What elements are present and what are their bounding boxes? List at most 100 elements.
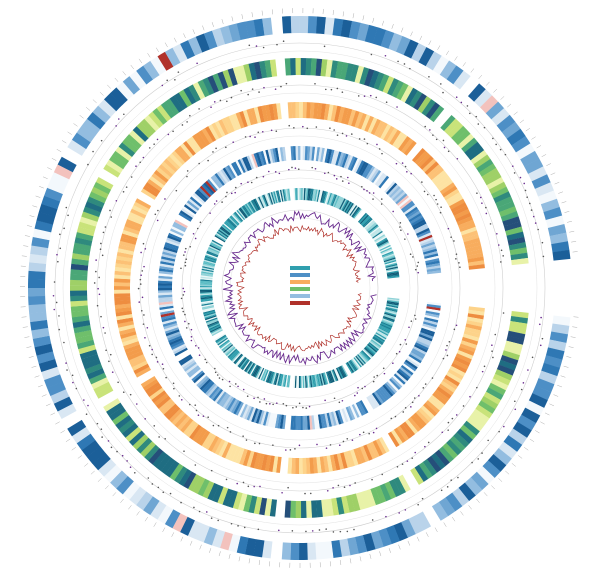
scatter-dot: [143, 323, 145, 325]
scatter-dot: [198, 108, 200, 110]
scatter-dot: [243, 482, 245, 484]
scatter-dot: [214, 203, 216, 205]
scatter-dot: [184, 314, 186, 316]
scatter-dot: [242, 435, 244, 437]
scatter-dot: [471, 462, 473, 464]
rim-tick: [408, 541, 410, 546]
scatter-dot: [138, 288, 140, 290]
scatter-dot: [110, 216, 112, 218]
scatter-dot: [143, 314, 145, 316]
scatter-dot: [157, 220, 159, 222]
scatter-dot: [514, 172, 516, 174]
scatter-dot: [402, 162, 404, 164]
scatter-dot: [231, 97, 233, 99]
rim-tick: [23, 327, 28, 328]
scatter-dot: [200, 222, 202, 224]
scatter-dot: [412, 256, 414, 258]
scatter-dot: [491, 344, 493, 346]
rim-tick: [520, 120, 524, 123]
scatter-dot: [183, 254, 185, 256]
scatter-dot: [490, 223, 492, 225]
rim-tick: [399, 545, 401, 550]
scatter-dot: [295, 406, 297, 408]
scatter-dot: [134, 472, 136, 474]
outer-blue-ring-cell: [28, 271, 45, 280]
scatter-dot: [162, 85, 164, 87]
orange-ring-cell: [114, 282, 130, 286]
scatter-dot: [189, 404, 191, 406]
rim-tick: [382, 21, 383, 26]
scatter-dot: [410, 406, 412, 408]
scatter-dot: [531, 209, 533, 211]
rim-tick: [174, 38, 176, 42]
scatter-dot: [291, 167, 293, 169]
inner-blue-ring-cell: [300, 416, 303, 430]
rim-tick: [545, 413, 549, 415]
scatter-dot: [249, 136, 251, 138]
scatter-dot: [455, 258, 457, 260]
rim-tick: [444, 522, 447, 526]
rim-tick: [551, 173, 556, 175]
scatter-dot: [469, 113, 471, 115]
scatter-dot: [525, 190, 527, 192]
scatter-dot: [140, 279, 142, 281]
scatter-dot: [65, 362, 67, 364]
rim-tick: [401, 28, 403, 33]
scatter-dot: [163, 368, 165, 370]
scatter-dot: [144, 418, 146, 420]
scatter-dot: [257, 397, 259, 399]
scatter-dot: [256, 45, 258, 47]
scatter-dot: [136, 403, 138, 405]
scatter-dot: [131, 176, 133, 178]
scatter-dot: [143, 243, 145, 245]
scatter-dot: [240, 90, 242, 92]
rim-tick: [181, 537, 183, 542]
rim-tick: [27, 225, 32, 226]
scatter-dot: [361, 388, 363, 390]
scatter-dot: [411, 320, 413, 322]
scatter-dot: [162, 363, 164, 365]
rim-tick: [561, 376, 566, 378]
scatter-dot: [408, 326, 410, 328]
scatter-dot: [404, 238, 406, 240]
scatter-dot: [276, 402, 278, 404]
scatter-dot: [115, 125, 117, 127]
scatter-dot: [459, 266, 461, 268]
scatter-dot: [324, 173, 326, 175]
scatter-dot: [218, 425, 220, 427]
rim-tick: [38, 385, 43, 387]
outer-blue-ring-cell: [282, 542, 291, 559]
scatter-dot: [319, 529, 321, 531]
scatter-dot: [122, 455, 124, 457]
rim-tick: [542, 154, 546, 156]
scatter-dot: [364, 95, 366, 97]
scatter-dot: [381, 474, 383, 476]
rim-tick: [212, 22, 214, 27]
scatter-dot: [532, 357, 534, 359]
scatter-dot: [358, 95, 360, 97]
rim-tick: [333, 10, 334, 15]
scatter-dot: [417, 504, 419, 506]
scatter-dot: [543, 256, 545, 258]
scatter-dot: [417, 262, 419, 264]
scatter-dot: [204, 359, 206, 361]
scatter-dot: [372, 519, 374, 521]
rim-tick: [93, 100, 97, 103]
scatter-dot: [415, 318, 417, 320]
scatter-dot: [251, 182, 253, 184]
scatter-dot: [450, 479, 452, 481]
scatter-dot: [421, 181, 423, 183]
scatter-dot: [116, 200, 118, 202]
rim-tick: [57, 149, 61, 151]
scatter-dot: [211, 470, 213, 472]
scatter-dot: [94, 282, 96, 284]
rim-tick: [200, 545, 202, 550]
scatter-dot: [385, 516, 387, 518]
scatter-dot: [195, 464, 197, 466]
scatter-dot: [364, 386, 366, 388]
rim-tick: [229, 554, 230, 559]
scatter-dot: [443, 358, 445, 360]
scatter-dot: [186, 121, 188, 123]
scatter-dot: [140, 274, 142, 276]
scatter-dot: [263, 47, 265, 49]
